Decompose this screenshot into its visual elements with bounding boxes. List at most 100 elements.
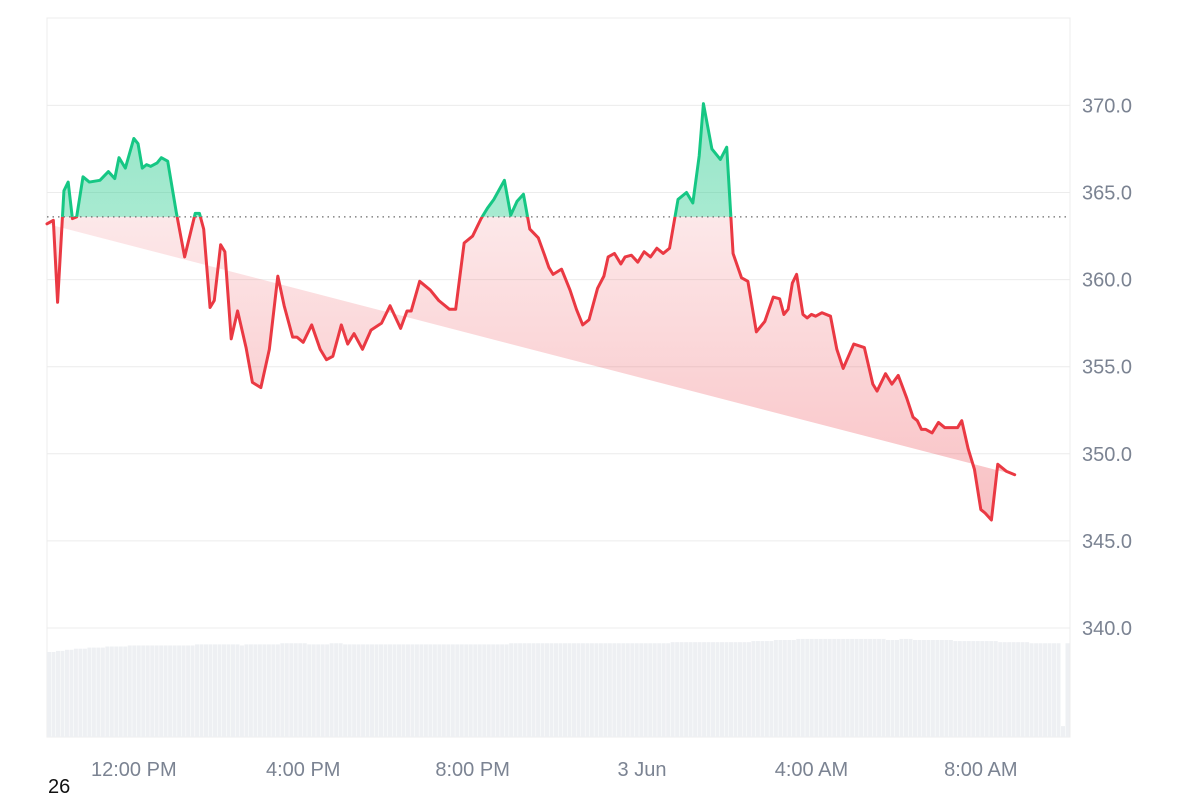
volume-bar bbox=[491, 644, 496, 737]
volume-bar bbox=[114, 646, 119, 737]
volume-bar bbox=[926, 639, 931, 737]
volume-bar bbox=[414, 644, 419, 737]
volume-bar bbox=[109, 646, 114, 737]
volume-bar bbox=[859, 638, 864, 737]
volume-bar bbox=[903, 638, 908, 737]
volume-bar bbox=[652, 643, 657, 737]
volume-bar bbox=[939, 639, 944, 737]
volume-bar bbox=[123, 646, 128, 737]
volume-bar bbox=[284, 643, 289, 737]
volume-bar bbox=[338, 643, 343, 737]
volume-bar bbox=[513, 643, 518, 737]
volume-bar bbox=[540, 643, 545, 737]
volume-bar bbox=[280, 643, 285, 737]
volume-bar bbox=[482, 644, 487, 737]
volume-bar bbox=[800, 638, 805, 737]
volume-bar bbox=[69, 649, 74, 737]
volume-bar bbox=[392, 644, 397, 737]
volume-bar bbox=[661, 643, 666, 737]
volume-bar bbox=[473, 644, 478, 737]
volume-bar bbox=[1029, 643, 1034, 737]
volume-bar bbox=[989, 641, 994, 737]
volume-bar bbox=[737, 642, 742, 737]
volume-bar bbox=[746, 642, 751, 737]
volume-bar bbox=[594, 643, 599, 737]
volume-bar bbox=[764, 641, 769, 737]
volume-bar bbox=[769, 641, 774, 737]
volume-bar bbox=[760, 641, 765, 737]
volume-bar bbox=[405, 644, 410, 737]
volume-bar bbox=[836, 638, 841, 737]
volume-bar bbox=[370, 644, 375, 737]
volume-bar bbox=[935, 639, 940, 737]
volume-bar bbox=[248, 644, 253, 737]
volume-bar bbox=[877, 638, 882, 737]
volume-bar bbox=[356, 644, 361, 737]
volume-bar bbox=[957, 641, 962, 737]
volume-bar bbox=[1052, 643, 1057, 737]
corner-label: 26 bbox=[48, 776, 71, 798]
volume-bar bbox=[271, 644, 276, 737]
volume-bar bbox=[908, 638, 913, 737]
volume-bar bbox=[809, 638, 814, 737]
volume-bar bbox=[55, 650, 60, 737]
volume-bar bbox=[504, 644, 509, 737]
volume-bar bbox=[441, 644, 446, 737]
volume-bar bbox=[953, 641, 958, 737]
volume-bar bbox=[684, 642, 689, 737]
volume-bar bbox=[630, 643, 635, 737]
volume-bar bbox=[679, 642, 684, 737]
volume-bar bbox=[150, 645, 155, 737]
volume-bar bbox=[702, 642, 707, 737]
volume-bar bbox=[1025, 642, 1030, 737]
volume-bar bbox=[782, 639, 787, 737]
volume-bar bbox=[87, 647, 92, 737]
volume-bar bbox=[495, 644, 500, 737]
volume-bar bbox=[379, 644, 384, 737]
grid-layer bbox=[46, 17, 1071, 738]
volume-bar bbox=[531, 643, 536, 737]
volume-bar bbox=[325, 644, 330, 737]
volume-bar bbox=[168, 645, 173, 737]
volume-bar bbox=[863, 638, 868, 737]
volume-bar bbox=[639, 643, 644, 737]
volume-bar bbox=[711, 642, 716, 737]
volume-bar bbox=[930, 639, 935, 737]
volume-bar bbox=[159, 645, 164, 737]
volume-bar bbox=[706, 642, 711, 737]
volume-bar bbox=[320, 644, 325, 737]
volume-bar bbox=[500, 644, 505, 737]
y-tick-label: 345.0 bbox=[1082, 531, 1132, 553]
volume-bar bbox=[536, 643, 541, 737]
volume-bar bbox=[1043, 643, 1048, 737]
volume-bar bbox=[100, 647, 105, 737]
volume-bar bbox=[172, 645, 177, 737]
volume-bar bbox=[432, 644, 437, 737]
volume-bar bbox=[545, 643, 550, 737]
volume-bar bbox=[634, 643, 639, 737]
volume-bar bbox=[1002, 642, 1007, 737]
x-tick-label: 8:00 PM bbox=[435, 759, 509, 781]
volume-bar bbox=[1016, 642, 1021, 737]
volume-bar bbox=[827, 638, 832, 737]
volume-bar bbox=[841, 638, 846, 737]
x-tick-label: 12:00 PM bbox=[91, 759, 177, 781]
volume-bar bbox=[571, 643, 576, 737]
volume-bar bbox=[446, 644, 451, 737]
volume-bar bbox=[518, 643, 523, 737]
x-axis: 12:00 PM 4:00 PM 8:00 PM 3 Jun 4:00 AM 8:00 A… bbox=[91, 759, 1018, 781]
x-tick-label: 3 Jun bbox=[618, 759, 667, 781]
volume-bar bbox=[401, 644, 406, 737]
volume-bar bbox=[921, 639, 926, 737]
volume-bar bbox=[917, 639, 922, 737]
volume-bar bbox=[226, 644, 231, 737]
y-tick-label: 370.0 bbox=[1082, 95, 1132, 117]
volume-bar bbox=[383, 644, 388, 737]
volume-bar bbox=[998, 642, 1003, 737]
volume-bar bbox=[643, 643, 648, 737]
volume-bar bbox=[868, 638, 873, 737]
volume-bar bbox=[352, 644, 357, 737]
volume-bar bbox=[477, 644, 482, 737]
